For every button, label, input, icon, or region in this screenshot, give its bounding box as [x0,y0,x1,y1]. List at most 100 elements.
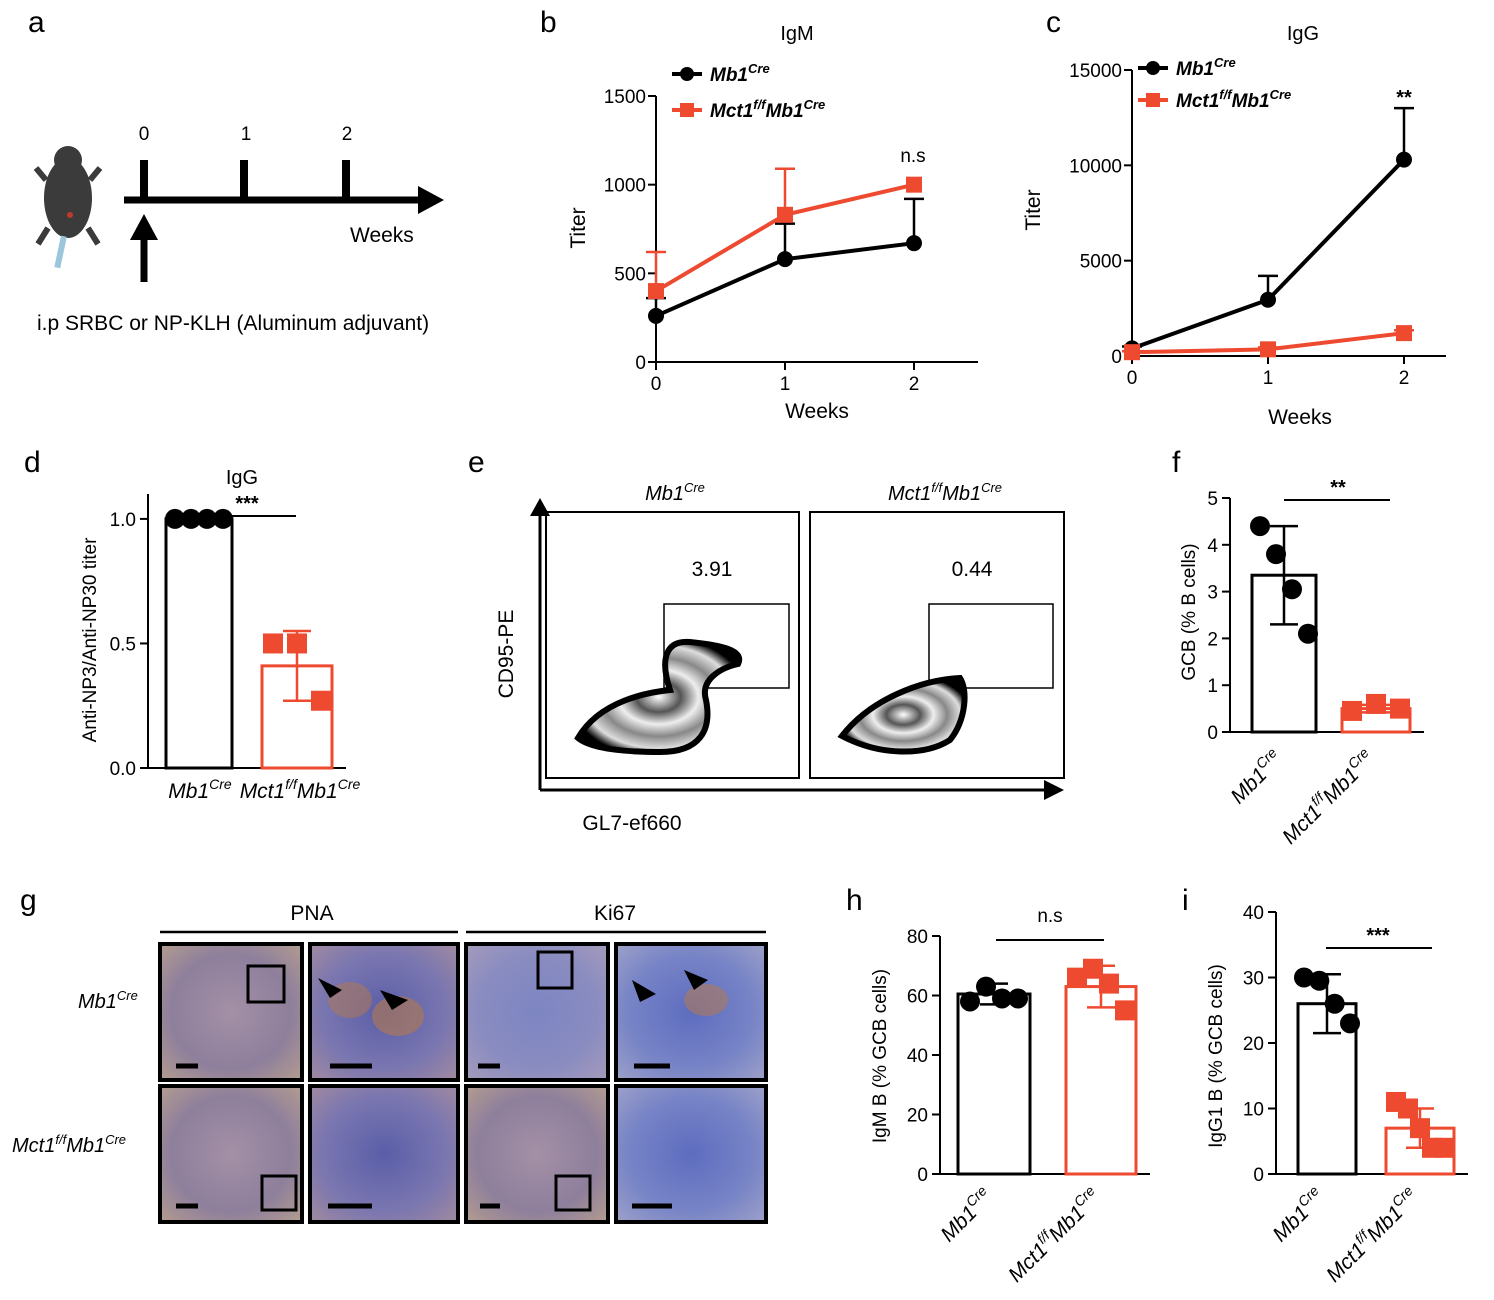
y-tick-label: 5 [1207,489,1218,510]
y-tick-label: 3 [1207,583,1218,604]
timepoint-0: 0 [139,124,150,145]
panel-e-label: e [468,446,485,479]
y-tick-label: 80 [907,927,928,948]
chart-b-title: IgM [780,23,813,45]
data-point [311,690,331,711]
facs-gate-right [928,603,1054,689]
data-point [960,991,980,1012]
facs-gate-left [663,603,790,689]
panel-e: e CD95-PE GL7-ef660 Mb1Cre Mct1f/fMb1Cre… [468,446,1065,835]
facs-right-title: Mct1f/fMb1Cre [888,480,1002,505]
chart-c-xlabel: Weeks [1268,406,1332,429]
y-tick-label: 0 [1207,723,1218,744]
x-tick-label: 1 [1263,368,1274,389]
y-tick-label: 0 [635,353,646,374]
panel-f-label: f [1172,446,1181,479]
panel-b: b IgM Weeks Titer n.s Mb1Cre Mct1f/fMb1C… [540,6,978,423]
data-point [1298,623,1318,644]
arrowhead-marker [380,990,408,1010]
arrowhead-marker [684,970,708,990]
data-point [1340,1013,1360,1034]
data-point [906,176,922,193]
data-point [1124,344,1140,361]
data-point [197,508,217,529]
group-label-wt: Mb1Cre [168,776,232,803]
group-label-wt: Mb1Cre [1266,1182,1330,1246]
chart-f-significance: ** [1330,477,1346,499]
panel-d-label: d [24,446,41,479]
chart-b-significance: n.s [900,146,925,167]
protocol-text: i.p SRBC or NP-KLH (Aluminum adjuvant) [37,312,429,335]
panel-a: a 0 1 2 Weeks i.p SRBC or NP-KLH (Alumin… [28,6,444,335]
data-point [906,235,922,252]
histology-row-1: Mb1Cre [78,988,138,1013]
y-tick-label: 40 [1243,903,1264,924]
histology-image-ki67-ko-overview [464,1084,610,1224]
panel-d: d IgG Anti-NP3/Anti-NP30 titer *** 0.0 0.… [24,446,361,803]
group-label-wt: Mb1Cre [1224,744,1288,808]
data-point [1260,341,1276,358]
panel-g-label: g [20,884,37,917]
panel-g: g PNA Ki67 Mb1Cre Mct1f/fMb1Cre [12,884,768,1224]
data-point [1260,291,1276,308]
facs-plot-right [809,511,1065,779]
y-tick-label: 60 [907,987,928,1008]
timeline-label: Weeks [350,224,414,247]
chart-c-ylabel: Titer [1022,189,1045,230]
y-tick-label: 30 [1243,969,1264,990]
y-tick-label: 0 [1111,347,1122,368]
data-point [287,633,307,654]
facs-left-title: Mb1Cre [645,480,705,505]
y-tick-label: 0 [917,1165,928,1186]
bar [164,517,234,770]
facs-right-value: 0.44 [952,558,993,581]
data-point [181,508,201,529]
data-point [1342,700,1362,721]
chart-i-ylabel: IgG1 B (% GCB cells) [1206,964,1227,1148]
x-tick-label: 2 [909,374,920,395]
arrowhead-marker [318,978,342,998]
chart-d-ylabel: Anti-NP3/Anti-NP30 titer [80,537,101,743]
timeline-arrowhead [418,186,444,214]
data-point [1309,970,1330,991]
y-tick-label: 1 [1207,676,1218,697]
data-point [1282,579,1302,600]
panel-a-label: a [28,6,45,39]
histology-image-ki67-ko-zoom [614,1084,768,1224]
chart-b-xlabel: Weeks [785,400,849,423]
y-tick-label: 0 [1253,1165,1264,1186]
data-point [263,633,283,654]
data-point [1266,544,1286,565]
facs-left-value: 3.91 [692,558,733,581]
chart-i-significance: *** [1366,925,1390,947]
data-point [1324,993,1345,1014]
histology-col-ki67: Ki67 [594,902,636,925]
data-point [648,283,664,300]
data-point [777,251,793,268]
y-tick-label: 500 [614,264,646,285]
data-point [1115,1000,1135,1021]
data-point [1398,1098,1418,1119]
data-point [1396,151,1412,168]
group-label-ko: Mct1f/fMb1Cre [1001,1182,1106,1287]
chart-d-title: IgG [226,467,258,489]
histology-col-pna: PNA [290,902,333,925]
mouse-icon [33,146,103,269]
x-tick-label: 0 [1127,368,1138,389]
group-label-ko: Mct1f/fMb1Cre [1319,1182,1424,1287]
legend-b-wt: Mb1Cre [710,61,770,86]
group-label-ko: Mct1f/fMb1Cre [1275,744,1380,849]
facs-contour-right [837,674,968,755]
timepoint-2: 2 [342,124,353,145]
data-point [1396,325,1412,342]
y-tick-label: 15000 [1069,61,1122,82]
data-point [777,206,793,223]
y-tick-label: 4 [1207,536,1218,557]
y-tick-label: 40 [907,1046,928,1067]
legend-b-ko: Mct1f/fMb1Cre [710,97,825,122]
data-point [1008,988,1028,1009]
group-label-ko: Mct1f/fMb1Cre [240,776,361,803]
chart-c-significance: ** [1396,87,1412,109]
injection-arrowhead [130,214,158,240]
